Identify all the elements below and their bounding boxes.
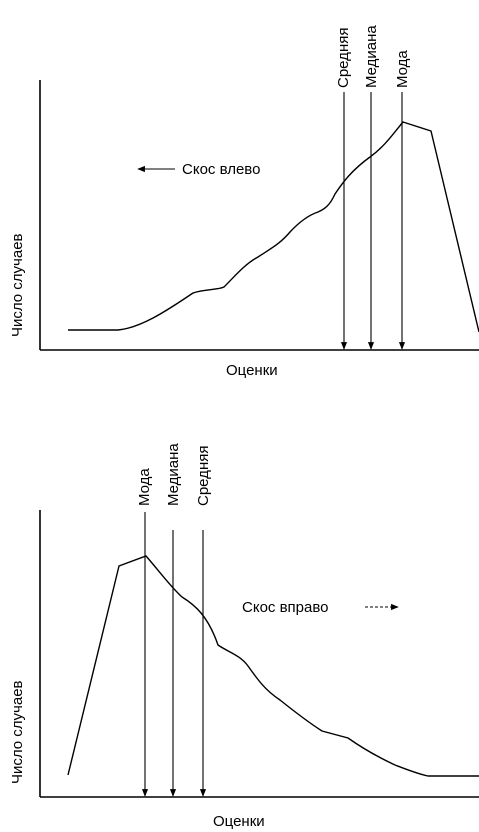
- marker-mode-label: Мода: [394, 50, 411, 88]
- panel-left-skew: Средняя Медиана Мода Скос влево Число сл…: [9, 25, 479, 379]
- x-axis-label: Оценки: [213, 813, 265, 830]
- panel-right-skew: Мода Медиана Средняя Скос вправо Число с…: [9, 443, 479, 830]
- marker-mean-label: Средняя: [195, 446, 212, 506]
- x-axis-label: Оценки: [226, 362, 278, 379]
- skew-label: Скос влево: [182, 161, 260, 178]
- y-axis-label: Число случаев: [9, 680, 26, 784]
- distribution-curve: [67, 555, 479, 777]
- marker-median-label: Медиана: [165, 443, 182, 506]
- marker-median-label: Медиана: [363, 25, 380, 88]
- marker-mode-label: Мода: [136, 468, 153, 506]
- marker-mean-label: Средняя: [335, 28, 352, 88]
- distribution-curve: [68, 121, 479, 333]
- y-axis-label: Число случаев: [9, 233, 26, 337]
- skew-label: Скос вправо: [242, 599, 329, 616]
